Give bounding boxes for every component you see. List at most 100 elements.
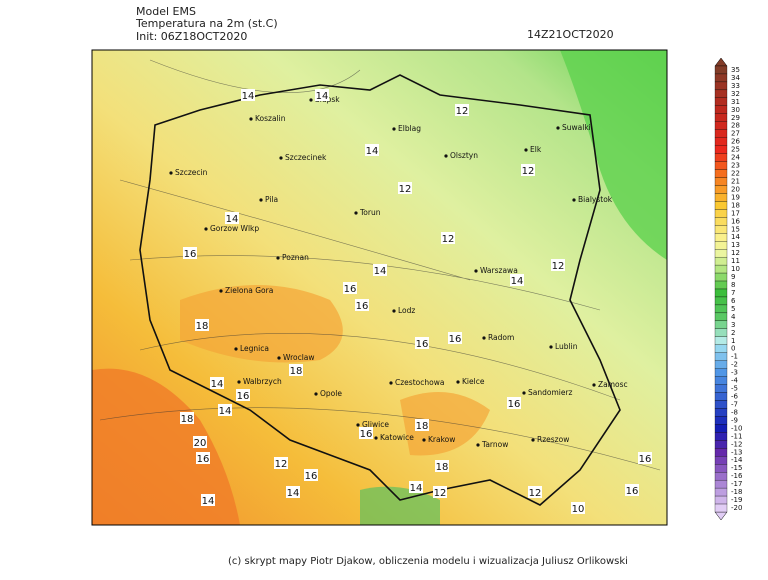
label-bg: [195, 319, 209, 331]
colorbar-swatch: [714, 145, 728, 154]
city-dot: [374, 436, 378, 440]
colorbar-label: 33: [731, 82, 740, 90]
credit: (c) skrypt mapy Piotr Djakow, obliczenia…: [228, 556, 628, 567]
city-label: Tarnow: [481, 440, 508, 449]
colorbar-label: 34: [731, 74, 740, 82]
colorbar-swatch: [714, 81, 728, 91]
city-label: Suwalki: [562, 123, 591, 132]
colorbar-label: 22: [731, 170, 740, 178]
city-label: Czestochowa: [395, 378, 444, 387]
colorbar-swatch: [714, 376, 728, 385]
colorbar-label: 29: [731, 114, 740, 122]
city-dot: [219, 289, 223, 293]
city-label: Katowice: [380, 433, 414, 442]
contour-label: 14: [202, 496, 215, 507]
label-bg: [201, 494, 215, 506]
colorbar-swatch: [714, 177, 728, 186]
colorbar-label: 13: [731, 241, 740, 249]
contour-label: 18: [196, 321, 209, 332]
colorbar-swatch: [714, 392, 728, 401]
contour-label: 14: [511, 276, 524, 287]
colorbar-swatch: [714, 503, 728, 513]
label-bg: [225, 212, 239, 224]
colorbar-label: -13: [731, 448, 742, 456]
colorbar-swatch: [714, 169, 728, 178]
contour-label: 18: [436, 462, 449, 473]
colorbar-swatch: [714, 129, 728, 138]
label-bg: [551, 259, 565, 271]
city-label: Torun: [359, 208, 381, 217]
contour-label: 14: [242, 91, 255, 102]
city-label: Zielona Gora: [225, 286, 273, 295]
city-dot: [354, 211, 358, 215]
city-dot: [522, 391, 526, 395]
label-bg: [521, 164, 535, 176]
colorbar-label: 7: [731, 289, 735, 297]
colorbar-label: -9: [731, 416, 738, 424]
colorbar-swatch: [714, 153, 728, 162]
colorbar-arrow: [714, 57, 728, 67]
colorbar-label: 1: [731, 337, 735, 345]
contour-label: 12: [399, 184, 412, 195]
colorbar-swatch: [714, 440, 728, 449]
colorbar-label: -12: [731, 440, 742, 448]
label-bg: [448, 332, 462, 344]
label-bg: [571, 502, 585, 514]
map-field: [92, 50, 667, 525]
label-bg: [415, 419, 429, 431]
colorbar-label: 11: [731, 257, 740, 265]
city-label: Wroclaw: [283, 353, 315, 362]
label-bg: [507, 397, 521, 409]
contour-label: 14: [287, 488, 300, 499]
label-bg: [304, 469, 318, 481]
contour-label: 12: [522, 166, 535, 177]
city-dot: [356, 423, 360, 427]
colorbar-swatch: [714, 352, 728, 361]
label-bg: [398, 182, 412, 194]
label-bg: [415, 337, 429, 349]
label-bg: [289, 364, 303, 376]
colorbar-swatch: [714, 400, 728, 409]
city-dot: [389, 381, 393, 385]
colorbar-swatch: [714, 105, 728, 114]
colorbar-swatch: [714, 137, 728, 146]
city-dot: [476, 443, 480, 447]
colorbar-swatch: [714, 241, 728, 250]
contour-label: 12: [442, 234, 455, 245]
colorbar-swatch: [714, 233, 728, 242]
contour-label: 12: [275, 459, 288, 470]
city-dot: [572, 198, 576, 202]
colorbar-label: -15: [731, 464, 742, 472]
contour-label: 12: [456, 106, 469, 117]
city-label: Warszawa: [480, 266, 518, 275]
colorbar-label: -6: [731, 393, 739, 401]
city-label: Poznan: [282, 253, 309, 262]
city-dot: [592, 383, 596, 387]
colorbar-label: 6: [731, 297, 736, 305]
colorbar-swatch: [714, 479, 728, 489]
colorbar-swatch: [714, 201, 728, 210]
contour-label: 16: [305, 471, 318, 482]
contour-label: 12: [434, 488, 447, 499]
colorbar-swatch: [714, 384, 728, 393]
contour-label: 16: [356, 301, 369, 312]
colorbar-label: -11: [731, 432, 742, 440]
colorbar-label: 18: [731, 201, 740, 209]
colorbar-label: 17: [731, 209, 740, 217]
label-bg: [455, 104, 469, 116]
colorbar-label: -17: [731, 480, 742, 488]
city-label: Koszalin: [255, 114, 286, 123]
label-bg: [180, 412, 194, 424]
colorbar-swatch: [714, 495, 728, 505]
label-bg: [236, 389, 250, 401]
city-dot: [531, 438, 535, 442]
colorbar-label: 24: [731, 154, 740, 162]
colorbar-label: 15: [731, 225, 740, 233]
colorbar-arrow: [714, 511, 728, 521]
label-bg: [510, 274, 524, 286]
valid-time: 14Z21OCT2020: [527, 28, 614, 41]
city-dot: [169, 171, 173, 175]
city-label: Walbrzych: [243, 377, 282, 386]
colorbar-swatch: [714, 344, 728, 353]
